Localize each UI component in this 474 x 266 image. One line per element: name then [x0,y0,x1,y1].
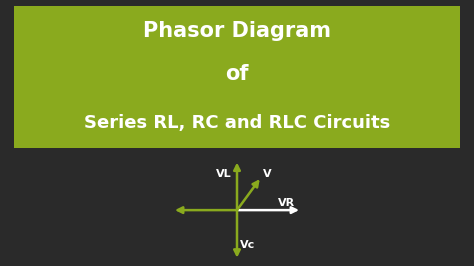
Text: Vc: Vc [240,240,255,250]
FancyBboxPatch shape [14,6,460,148]
Text: VL: VL [217,169,232,179]
Text: Phasor Diagram: Phasor Diagram [143,21,331,41]
Text: V: V [263,169,271,179]
Text: VR: VR [278,198,295,208]
Text: Series RL, RC and RLC Circuits: Series RL, RC and RLC Circuits [84,114,390,132]
Text: of: of [225,64,249,84]
